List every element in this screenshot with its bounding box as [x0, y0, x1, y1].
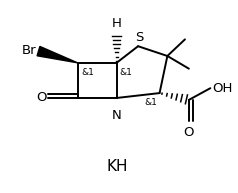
Text: &1: &1	[81, 68, 94, 77]
Text: KH: KH	[107, 159, 128, 174]
Text: S: S	[135, 31, 143, 44]
Text: OH: OH	[212, 82, 233, 95]
Text: Br: Br	[22, 44, 37, 57]
Text: H: H	[112, 17, 122, 30]
Text: N: N	[112, 109, 121, 122]
Text: O: O	[36, 91, 46, 104]
Text: O: O	[183, 126, 194, 139]
Polygon shape	[37, 47, 78, 63]
Text: &1: &1	[145, 98, 158, 107]
Text: &1: &1	[119, 68, 132, 77]
